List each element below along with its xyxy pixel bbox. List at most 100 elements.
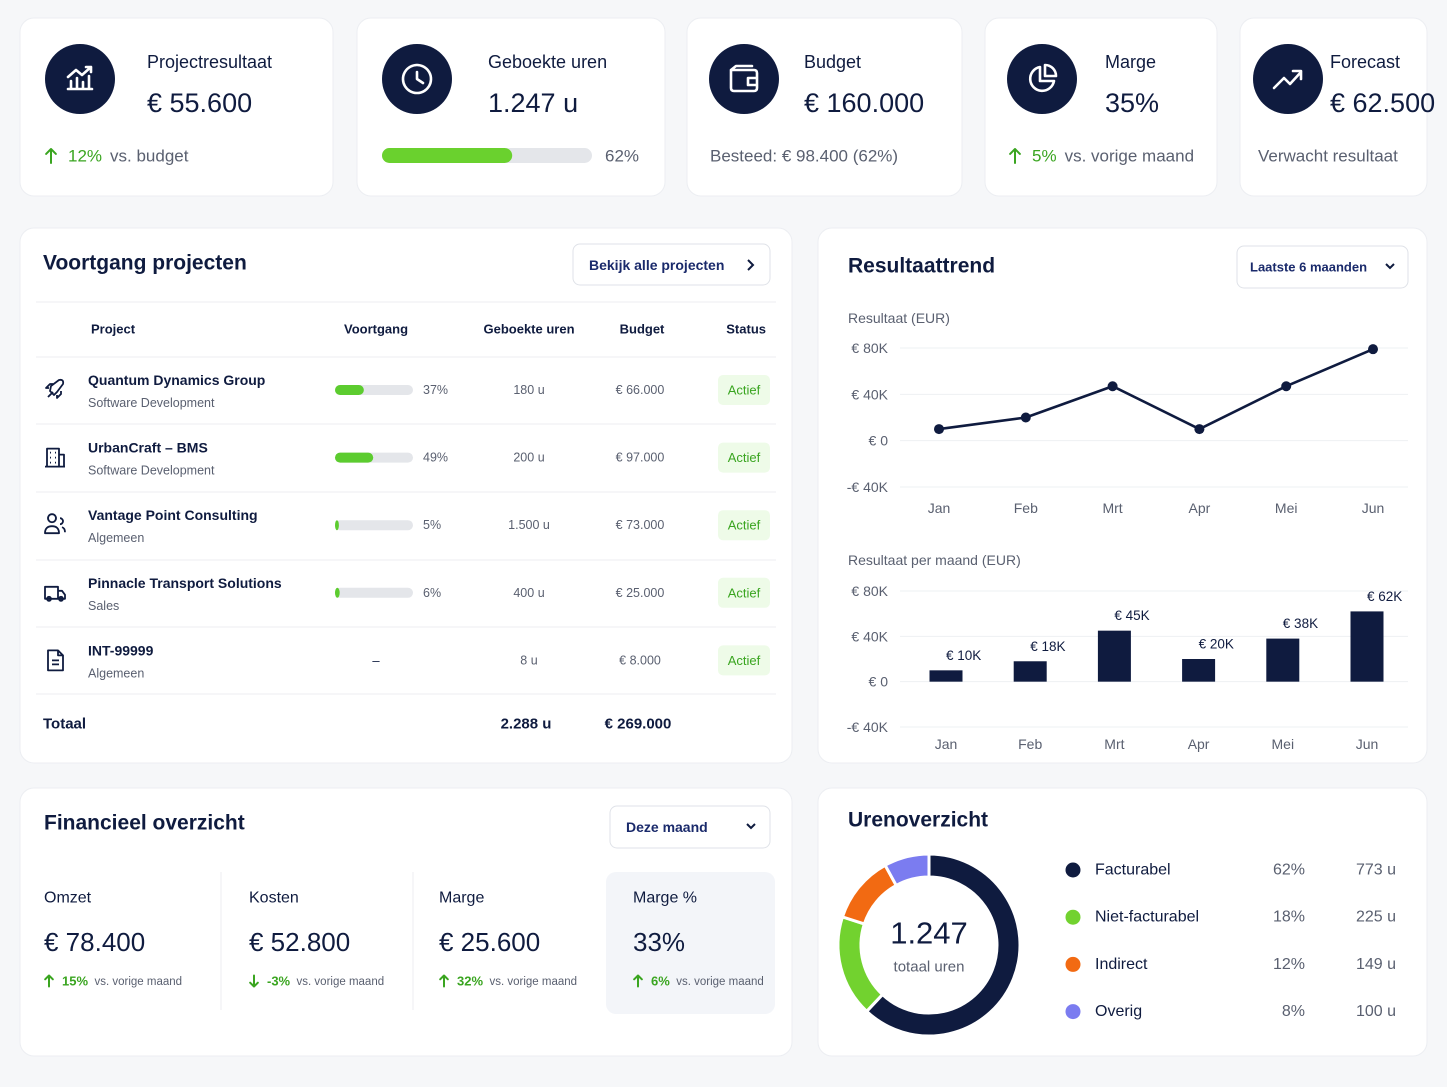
project-icon	[47, 649, 64, 672]
bar	[1350, 611, 1384, 682]
metric-label: Marge	[439, 890, 484, 907]
kpi-icon	[1272, 69, 1303, 90]
progress-label: 5%	[423, 518, 441, 532]
kpi-note: Besteed: € 98.400 (62%)	[710, 147, 898, 166]
x-tick-label: Mei	[1272, 736, 1295, 752]
column-header: Budget	[620, 322, 665, 337]
line-point	[1281, 381, 1292, 392]
legend-label: Indirect	[1095, 956, 1148, 973]
progress-fill	[335, 452, 374, 463]
kpi-note: vs. vorige maand	[1065, 147, 1194, 166]
card	[19, 227, 793, 764]
donut-center-label: totaal uren	[894, 959, 965, 976]
kpi-change: 5%	[1032, 147, 1057, 166]
progress-track	[335, 587, 413, 598]
progress-fill	[382, 148, 513, 163]
metric-change: 6%	[651, 974, 670, 989]
kpi-icon	[66, 65, 94, 91]
trend-arrow	[249, 974, 259, 988]
bar	[1182, 659, 1216, 682]
project-sub: Sales	[88, 599, 119, 613]
section-title: Urenoverzicht	[848, 809, 988, 832]
metric-change: 15%	[62, 974, 88, 989]
project-sub: Software Development	[88, 396, 215, 410]
section-title: Financieel overzicht	[44, 812, 245, 835]
metric-label: Kosten	[249, 890, 299, 907]
donut-center-value: 1.247	[890, 916, 968, 951]
hours-cell: 1.500 u	[508, 518, 550, 532]
status-label: Actief	[728, 653, 761, 668]
kpi-change: 12%	[68, 147, 102, 166]
legend-share: 12%	[1273, 956, 1305, 973]
dropdown-label: Deze maand	[626, 819, 708, 835]
x-tick-label: Feb	[1014, 500, 1038, 516]
y-tick-label: -€ 40K	[847, 719, 889, 735]
legend-hours: 225 u	[1356, 909, 1396, 926]
progress-fill	[335, 520, 339, 531]
section-title: Voortgang projecten	[43, 252, 247, 275]
legend-label: Facturabel	[1095, 862, 1171, 879]
donut-segment	[883, 852, 931, 888]
status-badge	[718, 577, 770, 608]
budget-cell: € 66.000	[616, 383, 665, 397]
project-name: Pinnacle Transport Solutions	[88, 575, 282, 591]
status-label: Actief	[728, 450, 761, 465]
x-tick-label: Jan	[935, 736, 958, 752]
dropdown[interactable]	[609, 805, 771, 849]
line-point	[934, 424, 944, 435]
trend-arrow	[45, 148, 57, 164]
kpi-title: Forecast	[1330, 52, 1400, 72]
column-header: Status	[726, 322, 766, 337]
legend-dot	[1065, 956, 1081, 972]
legend-label: Niet-facturabel	[1095, 909, 1199, 926]
progress-fill	[335, 385, 364, 395]
x-tick-label: Apr	[1189, 500, 1211, 516]
button-label: Bekijk alle projecten	[589, 257, 724, 273]
progress-label: 49%	[423, 451, 448, 465]
line-point	[1194, 424, 1205, 435]
kpi-title: Projectresultaat	[147, 52, 272, 72]
metric-note: vs. vorige maand	[676, 976, 764, 988]
kpi-note: Verwacht resultaat	[1258, 147, 1398, 166]
trend-arrow	[633, 974, 643, 988]
line-point	[1368, 344, 1378, 355]
x-tick-label: Apr	[1188, 736, 1210, 752]
metric-note: vs. vorige maand	[94, 976, 182, 988]
column-header: Geboekte uren	[483, 322, 574, 337]
progress-label: –	[372, 653, 380, 668]
button[interactable]	[572, 243, 771, 286]
section-title: Resultaattrend	[848, 255, 995, 278]
metric-value: € 25.600	[439, 927, 540, 957]
bar-value-label: € 10K	[946, 648, 981, 663]
bar-value-label: € 62K	[1367, 589, 1402, 604]
legend-share: 62%	[1273, 862, 1305, 879]
bar-value-label: € 18K	[1030, 639, 1065, 654]
project-name: INT-99999	[88, 642, 154, 658]
y-tick-label: € 80K	[851, 583, 888, 599]
total-label: Totaal	[43, 716, 86, 733]
bar-value-label: € 38K	[1283, 616, 1318, 631]
card	[19, 787, 793, 1057]
kpi-icon	[1028, 63, 1058, 93]
dropdown[interactable]	[1236, 245, 1409, 289]
bar	[1097, 630, 1131, 682]
chart-title: Resultaat per maand (EUR)	[848, 552, 1021, 568]
project-icon	[45, 447, 65, 468]
kpi-title: Marge	[1105, 52, 1156, 72]
status-label: Actief	[728, 585, 761, 600]
card	[817, 787, 1428, 1057]
metric-value: 33%	[633, 927, 685, 957]
status-label: Actief	[728, 383, 761, 398]
bar	[1013, 661, 1047, 682]
bar	[929, 670, 963, 682]
kpi-icon-bg	[709, 44, 779, 114]
legend-hours: 773 u	[1356, 862, 1396, 879]
legend-share: 18%	[1273, 909, 1305, 926]
metric-value: € 52.800	[249, 927, 350, 957]
project-icon	[44, 513, 66, 535]
metric-note: vs. vorige maand	[297, 976, 385, 988]
project-sub: Software Development	[88, 464, 215, 478]
kpi-value: € 62.500	[1330, 88, 1435, 118]
